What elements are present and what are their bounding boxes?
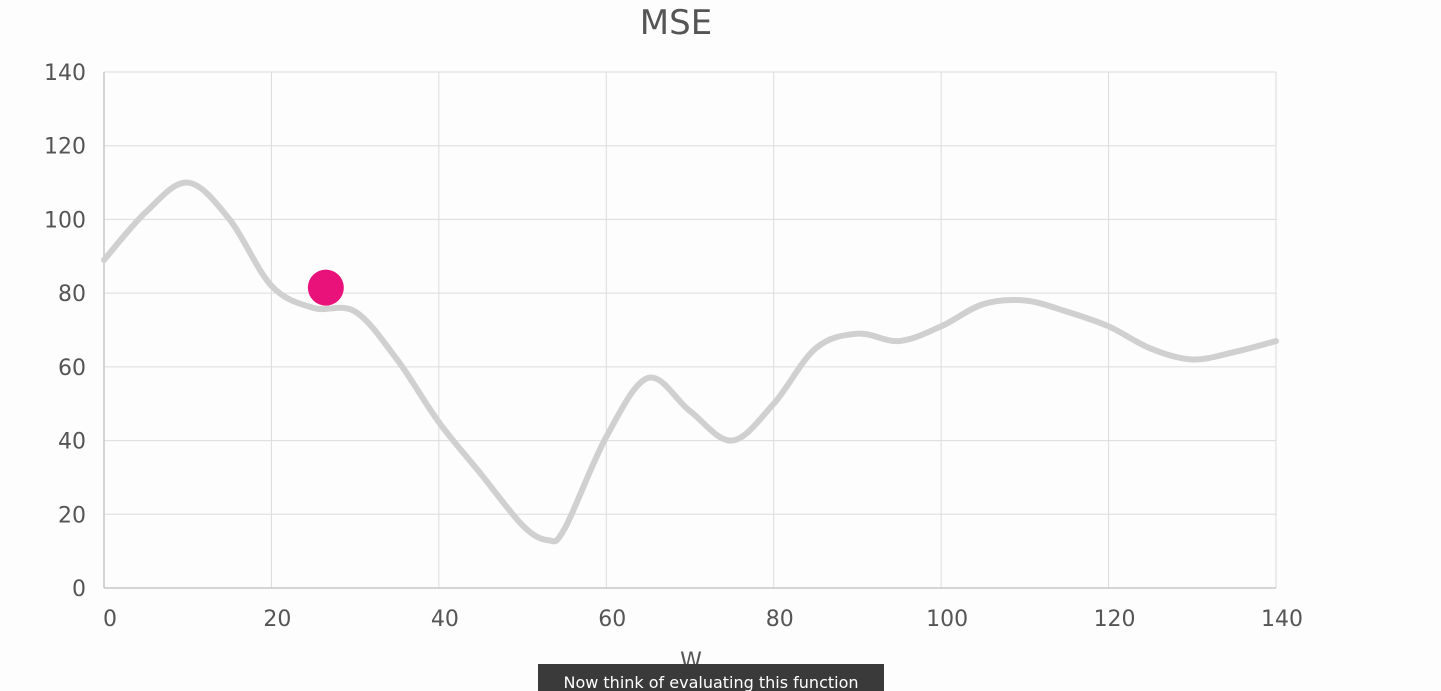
x-tick-label: 140 [1261, 607, 1303, 632]
y-tick-label: 20 [58, 503, 86, 528]
video-caption: Now think of evaluating this function [538, 664, 884, 691]
x-tick-label: 0 [103, 607, 117, 632]
marker-point [307, 269, 344, 306]
caption-text: Now think of evaluating this function [563, 673, 859, 691]
y-tick-label: 40 [58, 430, 86, 455]
y-tick-label: 60 [58, 356, 86, 381]
y-tick-label: 0 [72, 577, 86, 602]
x-tick-label: 120 [1094, 607, 1136, 632]
chart-title: MSE [640, 3, 712, 43]
y-tick-label: 80 [58, 282, 86, 307]
y-tick-label: 100 [44, 208, 86, 233]
x-tick-label: 60 [598, 607, 626, 632]
y-tick-label: 120 [44, 135, 86, 160]
x-tick-label: 20 [263, 607, 291, 632]
x-tick-label: 40 [431, 607, 459, 632]
x-tick-label: 80 [766, 607, 794, 632]
series-line [101, 179, 1279, 545]
y-tick-label: 140 [44, 61, 86, 86]
x-tick-label: 100 [926, 607, 968, 632]
